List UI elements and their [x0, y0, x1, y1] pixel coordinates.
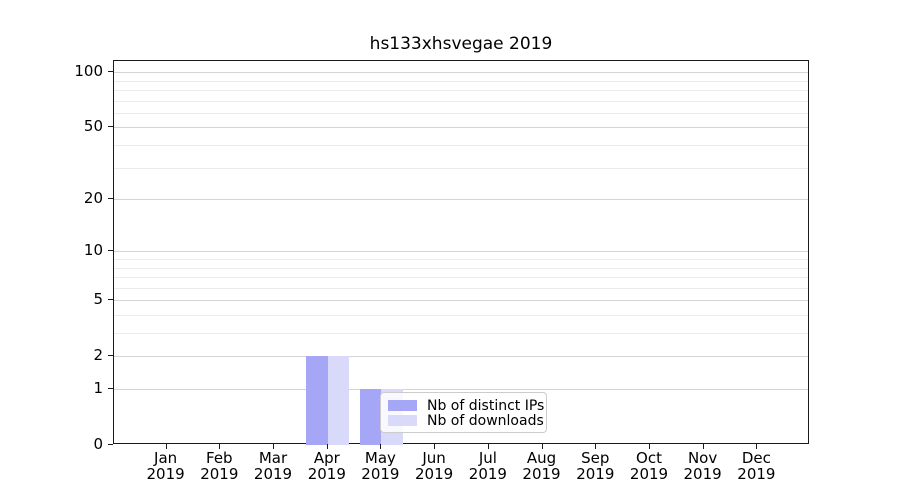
x-tick-label: Nov 2019 — [675, 450, 731, 482]
x-tick-year: 2019 — [683, 465, 722, 483]
major-gridline — [114, 199, 808, 201]
x-tick-month: Jul — [478, 449, 497, 467]
minor-gridline — [114, 333, 808, 334]
y-tick-label: 10 — [83, 241, 103, 260]
y-tick-label: 5 — [93, 290, 103, 309]
x-tick-year: 2019 — [200, 465, 239, 483]
legend-swatch-downloads — [388, 415, 417, 426]
x-tick-month: Aug — [526, 449, 557, 467]
x-tick-label: Feb 2019 — [191, 450, 247, 482]
x-tick-mark — [165, 444, 167, 449]
x-tick-month: Apr — [313, 449, 340, 467]
x-tick-month: Mar — [258, 449, 288, 467]
y-tick-mark — [108, 444, 113, 445]
minor-gridline — [114, 145, 808, 146]
minor-gridline — [114, 112, 808, 114]
major-gridline — [114, 72, 808, 74]
x-tick-month: May — [364, 449, 396, 467]
x-tick-year: 2019 — [307, 465, 346, 483]
x-tick-label: Mar 2019 — [245, 450, 301, 482]
y-tick-mark — [108, 299, 113, 301]
legend-entry: Nb of downloads — [388, 413, 544, 429]
x-tick-mark — [541, 444, 543, 449]
x-tick-month: Jun — [422, 449, 446, 467]
major-gridline — [114, 127, 808, 129]
y-tick-label: 1 — [93, 379, 103, 397]
x-tick-label: Oct 2019 — [621, 450, 677, 482]
x-tick-year: 2019 — [361, 465, 400, 483]
x-tick-mark — [702, 444, 704, 449]
chart-title: hs133xhsvegae 2019 — [369, 34, 553, 54]
bar-downloads — [327, 356, 350, 445]
x-tick-month: Nov — [687, 449, 718, 467]
minor-gridline — [114, 277, 808, 278]
x-tick-year: 2019 — [415, 465, 454, 483]
minor-gridline — [114, 167, 808, 169]
x-tick-mark — [326, 444, 328, 449]
y-tick-mark — [108, 71, 113, 73]
major-gridline — [114, 300, 808, 302]
minor-gridline — [114, 259, 808, 260]
minor-gridline — [114, 287, 808, 289]
x-tick-mark — [595, 444, 597, 449]
major-gridline — [114, 389, 808, 390]
x-tick-mark — [434, 444, 436, 449]
grid-layer — [114, 61, 808, 443]
major-gridline — [114, 356, 808, 358]
x-tick-mark — [756, 444, 758, 449]
x-tick-year: 2019 — [629, 465, 669, 483]
x-tick-month: Feb — [206, 449, 233, 467]
minor-gridline — [114, 315, 808, 316]
x-tick-year: 2019 — [576, 465, 615, 483]
x-tick-year: 2019 — [737, 465, 776, 483]
x-tick-label: Aug 2019 — [514, 450, 570, 482]
x-tick-label: Dec 2019 — [728, 450, 784, 482]
y-tick-label: 0 — [93, 435, 103, 453]
legend-swatch-distinct-ips — [388, 400, 417, 411]
x-tick-year: 2019 — [522, 465, 561, 483]
bar-distinct-ips — [359, 389, 382, 445]
x-tick-label: Jul 2019 — [460, 450, 516, 482]
x-tick-mark — [649, 444, 650, 449]
x-tick-month: Oct — [636, 449, 662, 467]
y-tick-mark — [108, 250, 113, 252]
y-tick-label: 20 — [83, 189, 103, 208]
legend: Nb of distinct IPs Nb of downloads — [380, 392, 547, 433]
x-tick-month: Dec — [741, 449, 771, 467]
minor-gridline — [114, 267, 808, 269]
y-tick-label: 50 — [83, 117, 103, 136]
x-tick-mark — [219, 444, 221, 449]
x-tick-month: Jan — [154, 449, 178, 467]
x-tick-mark — [380, 444, 382, 449]
bar-distinct-ips — [306, 356, 328, 445]
x-tick-year: 2019 — [146, 465, 185, 483]
minor-gridline — [114, 80, 808, 82]
x-tick-mark — [487, 444, 489, 449]
legend-label: Nb of downloads — [427, 412, 544, 429]
major-gridline — [114, 251, 808, 253]
y-tick-mark — [108, 126, 113, 128]
x-tick-year: 2019 — [253, 465, 293, 483]
y-tick-mark — [108, 198, 113, 200]
legend-label: Nb of distinct IPs — [427, 397, 545, 414]
y-tick-label: 2 — [93, 346, 103, 365]
x-tick-month: Sep — [581, 449, 610, 467]
plot-area: Nb of distinct IPs Nb of downloads — [113, 60, 809, 445]
legend-entry: Nb of distinct IPs — [388, 398, 544, 414]
x-tick-year: 2019 — [468, 465, 507, 483]
minor-gridline — [114, 90, 808, 91]
x-tick-label: Sep 2019 — [567, 450, 623, 482]
x-tick-label: Jan 2019 — [138, 450, 194, 482]
x-tick-label: May 2019 — [352, 450, 408, 482]
minor-gridline — [114, 100, 808, 102]
y-tick-mark — [108, 388, 113, 389]
x-tick-label: Apr 2019 — [299, 450, 355, 482]
x-tick-label: Jun 2019 — [406, 450, 462, 482]
y-tick-label: 100 — [74, 62, 103, 81]
x-tick-mark — [273, 444, 274, 449]
y-tick-mark — [108, 355, 113, 357]
